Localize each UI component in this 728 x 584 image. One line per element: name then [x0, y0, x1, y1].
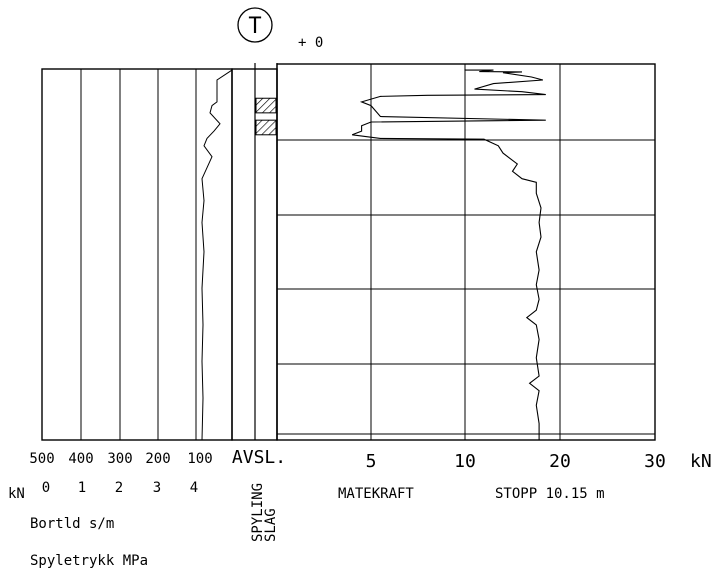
avsl-label: AVSL.	[232, 447, 286, 468]
matekraft-series-line	[351, 69, 546, 440]
spyletrykk-tick: 4	[190, 480, 198, 496]
left-panel: 500 400 300 200 100 0 1 2 3 4 kN Bortld …	[8, 68, 233, 569]
t-symbol: T	[248, 14, 261, 39]
spyletrykk-tick: 3	[153, 480, 161, 496]
x-tick: 10	[454, 451, 476, 472]
middle-panel: AVSL. SPYLING SLAG	[231, 63, 286, 542]
left-panel-grid	[80, 69, 197, 440]
right-panel-frame	[276, 63, 656, 441]
spyletrykk-tick: 1	[78, 480, 86, 496]
bortid-series-line	[201, 69, 233, 441]
spyling-label: SPYLING	[250, 483, 266, 542]
matekraft-axis-label: MATEKRAFT	[338, 486, 414, 502]
right-panel: 5 10 20 30 kN MATEKRAFT STOPP 10.15 m	[276, 63, 712, 502]
bortid-tick: 200	[145, 451, 170, 467]
bortid-tick: 400	[68, 451, 93, 467]
depth-offset: + 0	[298, 35, 323, 51]
x-tick: 5	[366, 451, 377, 472]
x-tick: 20	[549, 451, 571, 472]
x-tick: 30	[644, 451, 666, 472]
bortid-tick: 300	[107, 451, 132, 467]
t-symbol-circle	[237, 7, 273, 43]
right-panel-grid	[277, 64, 655, 440]
slag-hatch-block	[255, 119, 277, 136]
matekraft-ticks: 5 10 20 30	[366, 451, 666, 472]
bortid-ticks: 500 400 300 200 100	[29, 451, 212, 467]
bortid-axis-label: Bortld s/m	[30, 516, 114, 532]
header: T + 0	[237, 7, 323, 51]
slag-marked-intervals	[255, 97, 277, 136]
slag-label: SLAG	[263, 508, 279, 542]
stop-depth-label: STOPP 10.15 m	[495, 486, 605, 502]
left-unit-prefix: kN	[8, 486, 25, 502]
spyletrykk-tick: 0	[42, 480, 50, 496]
bortid-tick: 500	[29, 451, 54, 467]
x-unit-label: kN	[690, 451, 712, 472]
bortid-tick: 100	[187, 451, 212, 467]
spyletrykk-axis-label: Spyletrykk MPa	[30, 553, 148, 569]
slag-hatch-block	[255, 97, 277, 114]
spyletrykk-ticks: 0 1 2 3 4	[42, 480, 198, 496]
spyletrykk-tick: 2	[115, 480, 123, 496]
